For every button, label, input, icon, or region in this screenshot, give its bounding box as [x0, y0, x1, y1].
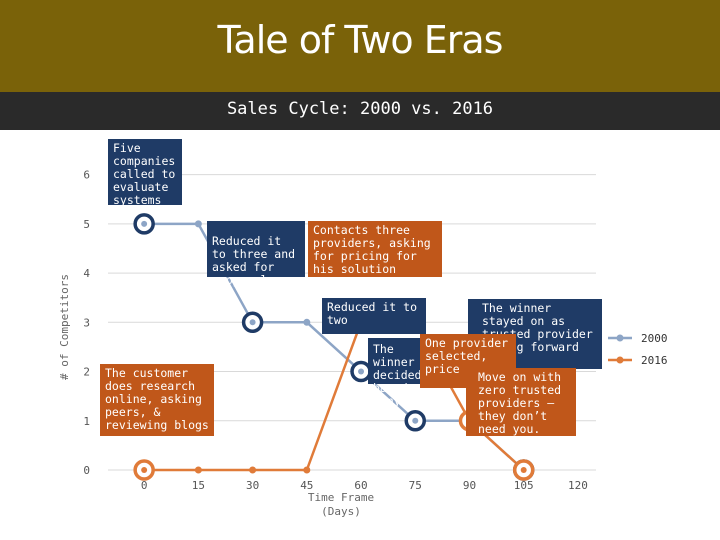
legend-label-2000: 2000	[641, 332, 668, 345]
callout-move-on: Move on with zero trusted providers – th…	[466, 368, 576, 436]
data-point-2016	[520, 467, 527, 473]
chart-subtitle: Sales Cycle: 2000 vs. 2016	[226, 99, 494, 119]
legend-label-2016: 2016	[641, 354, 668, 367]
data-point-2000	[194, 220, 202, 228]
y-tick-label: 5	[83, 218, 90, 231]
chart-title: Tale of Two Eras	[217, 18, 504, 62]
y-tick-label: 4	[83, 267, 90, 280]
y-tick-label: 6	[83, 169, 90, 182]
legend-marker-2016	[616, 356, 624, 364]
subtitle-band	[0, 92, 720, 130]
callout-five-companies: Five companies called to evaluate system…	[108, 139, 182, 207]
y-tick-label: 1	[83, 415, 90, 428]
x-axis-title-line1: Time Frame	[308, 491, 374, 504]
data-point-2000	[412, 417, 419, 424]
y-tick-label: 2	[83, 366, 90, 379]
x-tick-label: 120	[568, 479, 588, 492]
y-tick-label: 0	[83, 464, 90, 477]
x-tick-label: 45	[300, 479, 313, 492]
series-line-2016	[144, 321, 525, 472]
data-point-2000	[303, 318, 311, 326]
title-band	[0, 0, 720, 92]
callout-reduced-three: Reduced it to three and asked for propos…	[207, 221, 305, 287]
y-tick-label: 3	[83, 316, 90, 329]
data-point-2000	[141, 220, 148, 227]
callout-customer-research: The customer does research online, askin…	[100, 364, 214, 436]
data-point-2016	[303, 466, 311, 474]
y-axis-title: # of Competitors	[58, 274, 71, 380]
data-point-2016	[194, 466, 202, 474]
x-axis-title-line2: (Days)	[321, 505, 361, 518]
data-point-2016	[141, 467, 148, 473]
x-tick-label: 15	[192, 479, 205, 492]
x-tick-label: 105	[514, 479, 534, 492]
x-tick-label: 0	[141, 479, 148, 492]
data-point-2000	[249, 319, 256, 326]
callout-contacts-three: Contacts three providers, asking for pri…	[308, 221, 442, 277]
x-tick-label: 60	[354, 479, 367, 492]
data-point-2000	[358, 368, 365, 375]
x-tick-label: 30	[246, 479, 259, 492]
x-tick-label: 90	[463, 479, 476, 492]
callout-reduced-two: Reduced it to two	[322, 298, 426, 334]
x-tick-label: 75	[409, 479, 422, 492]
callout-winner-decided: The winner decided based on many	[368, 338, 440, 408]
data-point-2016	[249, 466, 257, 474]
legend-marker-2000	[616, 334, 624, 342]
